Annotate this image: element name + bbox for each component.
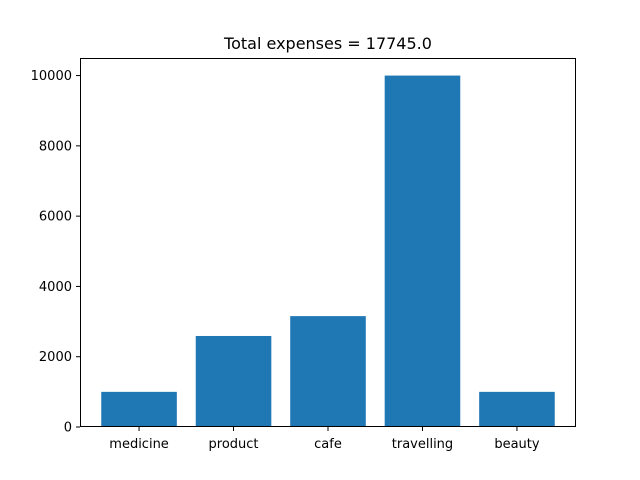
y-tick-label-2000: 2000 <box>39 350 72 365</box>
bar-beauty <box>479 391 555 427</box>
y-axis: 0 2000 4000 6000 8000 10000 <box>31 69 80 436</box>
x-tick-label-beauty: beauty <box>494 437 540 452</box>
chart-title: Total expenses = 17745.0 <box>223 34 432 53</box>
bar-cafe <box>290 316 366 427</box>
y-tick-label-10000: 10000 <box>31 69 72 84</box>
y-tick-label-0: 0 <box>64 421 72 436</box>
bar-medicine <box>101 391 177 427</box>
bars-group <box>101 75 555 428</box>
x-tick-label-medicine: medicine <box>109 437 169 452</box>
x-tick-label-cafe: cafe <box>314 437 342 452</box>
x-axis: medicine product cafe travelling beauty <box>109 427 540 452</box>
x-tick-label-travelling: travelling <box>392 437 453 452</box>
y-tick-label-8000: 8000 <box>39 139 72 154</box>
bar-travelling <box>384 75 461 428</box>
y-tick-label-4000: 4000 <box>39 280 72 295</box>
bar-product <box>195 335 272 427</box>
y-tick-label-6000: 6000 <box>39 210 72 225</box>
x-tick-label-product: product <box>209 437 259 452</box>
plot-frame <box>80 58 576 427</box>
